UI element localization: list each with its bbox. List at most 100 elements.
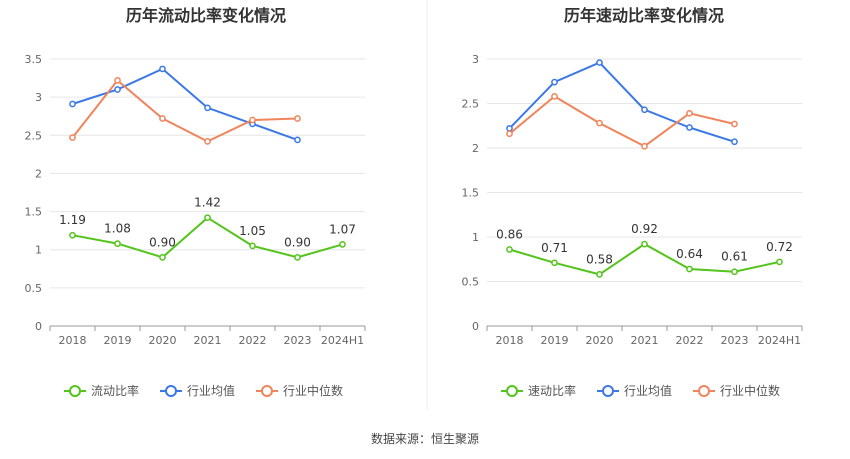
data-point[interactable]: [69, 134, 76, 141]
data-label: 0.72: [766, 240, 793, 254]
data-label: 0.90: [284, 235, 311, 249]
data-point[interactable]: [551, 78, 558, 86]
y-tick-label: 0: [472, 320, 479, 333]
chart-title: 历年速动比率变化情况: [564, 6, 724, 25]
legend-item[interactable]: 速动比率: [501, 383, 576, 398]
data-point[interactable]: [204, 138, 211, 145]
data-point[interactable]: [596, 271, 603, 278]
y-tick-label: 3: [35, 91, 42, 104]
y-tick-label: 1.5: [25, 206, 43, 219]
data-point[interactable]: [641, 142, 648, 150]
data-point[interactable]: [506, 125, 513, 132]
data-point[interactable]: [114, 86, 121, 93]
data-point[interactable]: [69, 231, 76, 239]
data-point[interactable]: [159, 115, 166, 122]
data-point[interactable]: [596, 119, 603, 127]
y-tick-label: 0.5: [462, 276, 480, 289]
data-label: 1.05: [239, 224, 266, 238]
data-point[interactable]: [114, 77, 121, 84]
y-tick-label: 2.5: [462, 98, 480, 111]
data-label: 1.42: [194, 196, 221, 210]
legend-marker: [602, 385, 614, 397]
data-point[interactable]: [204, 214, 211, 222]
x-tick-label: 2020: [149, 334, 177, 347]
x-tick-label: 2024H1: [321, 334, 364, 347]
data-point[interactable]: [506, 130, 513, 138]
data-point[interactable]: [731, 268, 738, 276]
legend-label: 行业中位数: [283, 383, 343, 398]
data-label: 0.61: [721, 250, 748, 264]
legend-item[interactable]: 流动比率: [64, 383, 139, 398]
data-point[interactable]: [596, 59, 603, 66]
data-point[interactable]: [551, 93, 558, 100]
data-point[interactable]: [776, 258, 783, 266]
y-tick-label: 1.5: [462, 187, 480, 200]
data-point[interactable]: [69, 100, 76, 108]
data-point[interactable]: [249, 116, 256, 124]
data-label: 1.08: [104, 222, 131, 236]
data-point[interactable]: [294, 115, 301, 122]
data-point[interactable]: [641, 240, 648, 248]
data-point[interactable]: [339, 241, 346, 248]
legend-item[interactable]: 行业中位数: [693, 383, 780, 398]
legend-label: 行业均值: [624, 383, 672, 398]
y-tick-label: 0.5: [25, 282, 43, 295]
data-point[interactable]: [204, 104, 211, 112]
x-tick-label: 2020: [586, 334, 614, 347]
data-label: 0.90: [149, 235, 176, 249]
y-tick-label: 1: [472, 231, 479, 244]
legend-item[interactable]: 行业均值: [597, 383, 672, 398]
legend-marker: [506, 385, 518, 397]
series-line: [71, 78, 298, 143]
legend-marker: [69, 385, 81, 397]
data-label: 0.92: [631, 222, 658, 236]
y-tick-label: 2.5: [25, 129, 43, 142]
chart-title: 历年流动比率变化情况: [126, 6, 286, 25]
data-point[interactable]: [686, 124, 693, 131]
x-tick-label: 2021: [194, 334, 222, 347]
data-point[interactable]: [294, 136, 301, 144]
legend-marker: [698, 385, 710, 397]
data-point[interactable]: [731, 120, 738, 128]
legend-item[interactable]: 行业均值: [160, 383, 235, 398]
data-point[interactable]: [641, 106, 648, 114]
x-tick-label: 2018: [496, 334, 524, 347]
legend-item[interactable]: 行业中位数: [256, 383, 343, 398]
data-label: 0.86: [496, 227, 523, 241]
x-tick-label: 2022: [239, 334, 267, 347]
current-ratio-chart: 历年流动比率变化情况 0 0.5 1 1.5 2 2.5 3 3.5 2018 2019 2020 2…: [25, 6, 366, 398]
legend-label: 行业中位数: [720, 383, 780, 398]
data-point[interactable]: [731, 138, 738, 146]
x-tick-label: 2024H1: [758, 334, 801, 347]
x-tick-label: 2019: [104, 334, 132, 347]
x-tick-label: 2023: [284, 334, 312, 347]
data-label: 0.71: [541, 241, 568, 255]
legend-label: 行业均值: [187, 383, 235, 398]
data-point[interactable]: [249, 242, 256, 250]
data-point[interactable]: [114, 240, 121, 247]
data-label: 0.64: [676, 247, 703, 261]
data-point[interactable]: [686, 109, 693, 117]
series-line: [508, 95, 735, 148]
data-source: 数据来源：恒生聚源: [371, 431, 479, 446]
y-tick-label: 2: [472, 142, 479, 155]
data-label: 0.58: [586, 252, 613, 266]
data-point[interactable]: [159, 65, 166, 73]
legend-label: 速动比率: [528, 383, 576, 398]
y-tick-label: 3: [472, 53, 479, 66]
legend-label: 流动比率: [91, 383, 139, 398]
data-point[interactable]: [686, 265, 693, 273]
data-point[interactable]: [506, 246, 513, 253]
series-line: [508, 61, 735, 143]
data-point[interactable]: [551, 259, 558, 267]
data-point[interactable]: [159, 253, 166, 261]
x-tick-label: 2019: [541, 334, 569, 347]
y-tick-label: 3.5: [25, 53, 43, 66]
legend-marker: [165, 385, 177, 397]
y-tick-label: 1: [35, 244, 42, 257]
x-tick-label: 2018: [59, 334, 87, 347]
quick-ratio-chart: 历年速动比率变化情况 0 0.5 1 1.5 2 2.5 3 2018 2019 2020 2021…: [462, 6, 803, 398]
y-tick-label: 0: [35, 320, 42, 333]
data-point[interactable]: [294, 253, 301, 261]
series-line: [72, 67, 298, 141]
